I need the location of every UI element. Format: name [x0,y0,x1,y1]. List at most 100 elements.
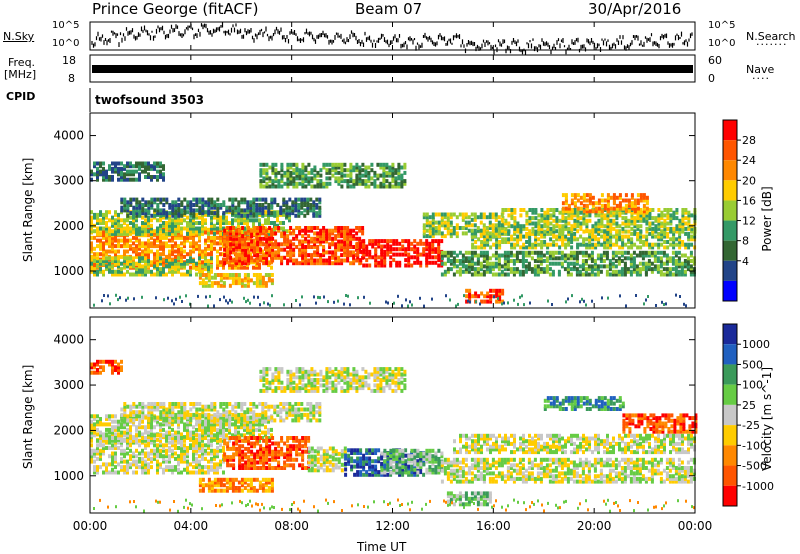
power-cell [398,263,402,268]
power-cell [120,267,123,272]
power-cell [289,231,293,236]
power-cell [437,226,441,230]
velocity-cell [147,456,150,461]
power-cell [93,161,96,166]
power-cell [204,281,208,286]
power-cell [265,250,269,255]
power-cell [485,226,489,230]
power-cell [250,258,254,263]
power-cell [591,245,595,250]
power-cell [198,221,201,225]
power-cell [534,216,538,221]
power-cell [282,197,286,202]
power-cell [162,267,165,272]
power-cell [295,258,299,263]
power-cell [387,301,389,305]
power-cell [431,255,435,260]
power-cell [473,267,477,272]
power-cell [455,234,459,239]
power-cell [237,223,240,228]
power-cell [382,168,386,173]
power-cell [153,166,156,171]
velocity-cell [156,462,159,467]
velocity-cell [183,422,186,427]
power-cell [135,272,138,277]
velocity-cell [96,443,99,448]
power-cell [452,228,456,233]
power-cell [546,245,550,250]
power-cell [313,261,317,266]
power-cell [162,164,165,169]
power-cell [201,211,205,216]
power-cell [597,226,601,231]
power-cell [96,172,99,177]
velocity-cell [105,462,108,467]
power-cell [549,213,553,218]
power-cell [96,231,99,236]
power-cell [539,253,543,258]
power-cell [114,210,117,215]
power-cell [138,229,141,234]
power-cell [489,245,493,250]
power-cell [623,272,627,277]
power-cell [476,256,480,261]
power-cell [303,213,307,218]
power-cell [389,239,393,244]
power-cell [601,296,603,300]
power-cell [313,173,317,178]
power-cell [555,229,559,234]
power-cell [298,250,302,255]
power-cell [630,195,634,200]
velocity-cell [165,443,168,448]
power-cell [485,264,489,269]
ytick-label: 1000 [53,264,84,278]
power-cell [522,242,526,247]
power-cell [337,258,341,263]
power-cell [177,261,180,266]
power-cell [135,226,138,231]
velocity-cell [120,459,123,464]
power-cell [283,247,287,252]
power-cell [573,195,577,200]
power-cell [651,216,655,221]
power-cell [210,256,213,261]
power-cell [162,172,165,177]
power-cell [493,295,495,299]
power-cell [603,234,607,239]
power-cell [560,261,564,266]
velocity-cell [171,436,174,440]
power-cell [277,228,281,233]
power-cell [334,226,338,230]
power-cell [689,253,693,258]
velocity-cell [213,462,216,467]
velocity-cell [195,437,198,442]
power-cell [285,211,289,216]
power-cell [651,226,655,231]
power-cell [507,301,509,305]
power-cell [105,212,108,217]
power-cell [525,210,529,215]
power-cell [279,208,283,213]
power-cell [267,218,270,223]
power-cell [96,244,99,249]
power-cell [231,300,233,304]
power-cell [111,264,114,269]
power-cell [253,245,257,249]
power-cell [627,234,631,239]
velocity-cell [114,465,117,470]
power-cell [219,226,222,231]
power-cell [93,272,96,277]
velocity-cell [141,438,144,443]
power-cell [648,210,652,215]
power-cell [603,198,607,203]
power-cell [452,256,456,261]
nave-dots: ···· [752,72,770,85]
power-cell [343,245,347,249]
power-cell [319,255,323,260]
power-cell [365,249,369,254]
power-cell [240,213,244,218]
velocity-cell [144,462,147,467]
power-cell [346,168,350,173]
power-cell [513,226,517,231]
power-cell [585,221,589,226]
